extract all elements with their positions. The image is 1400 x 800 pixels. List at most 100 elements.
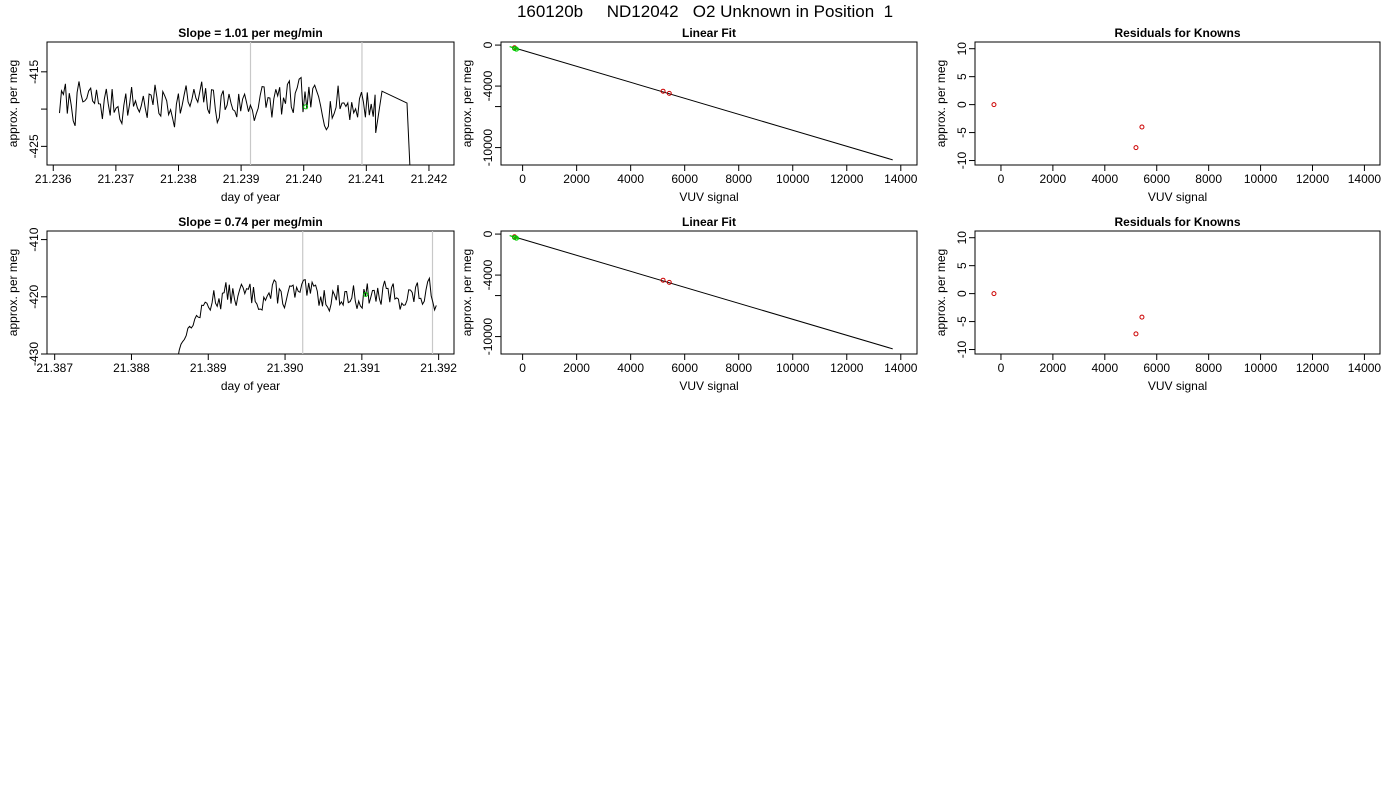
- x-tick-label: 2000: [563, 172, 590, 186]
- y-tick-label: 5: [955, 73, 969, 80]
- y-tick-label: -10000: [481, 129, 495, 167]
- y-tick-label: -415: [27, 59, 41, 83]
- y-tick-label: -410: [27, 227, 41, 251]
- known-point: [660, 277, 666, 283]
- known-point: [666, 279, 672, 285]
- x-tick-label: 21.392: [420, 361, 457, 375]
- x-axis: 21.236 21.237 21.238 21.239 21.240 21.241 21.2…: [35, 165, 448, 186]
- y-axis: -425 -415: [27, 59, 47, 158]
- x-tick-label: 21.388: [113, 361, 150, 375]
- panel-4: Slope = 0.74 per meg/min 21.387 21.388 21.3…: [6, 215, 457, 393]
- plot-title: Slope = 0.74 per meg/min: [178, 215, 322, 229]
- panel-5: Linear Fit 0 2000 4000 6000 8000 10000 12000 140…: [460, 215, 918, 393]
- y-tick-label: -10: [955, 152, 969, 170]
- x-axis-label: VUV signal: [679, 379, 738, 393]
- x-tick-label: 2000: [563, 361, 590, 375]
- y-tick-label: 0: [481, 230, 495, 237]
- x-tick-label: 10000: [776, 172, 810, 186]
- y-tick-label: 10: [955, 42, 969, 56]
- y-tick-label: 0: [955, 101, 969, 108]
- x-tick-label: 8000: [1195, 361, 1222, 375]
- x-tick-label: 8000: [725, 361, 752, 375]
- plot-area: [509, 234, 893, 350]
- plot-title: Linear Fit: [682, 215, 736, 229]
- y-tick-label: 0: [955, 290, 969, 297]
- y-tick-label: 5: [955, 262, 969, 269]
- panel-2: Linear Fit 0 2000 4000 6000 8000 10000 12000 140…: [460, 26, 918, 204]
- known-point: [1139, 314, 1145, 320]
- x-tick-label: 6000: [1143, 172, 1170, 186]
- x-tick-label: 21.391: [343, 361, 380, 375]
- x-tick-label: 4000: [617, 361, 644, 375]
- plot-title: Residuals for Knowns: [1114, 215, 1240, 229]
- x-tick-label: 4000: [1091, 172, 1118, 186]
- known-point: [666, 90, 672, 96]
- unknown-point: [363, 292, 369, 298]
- x-tick-label: 4000: [1091, 361, 1118, 375]
- x-tick-label: 8000: [725, 172, 752, 186]
- x-axis: 0 2000 4000 6000 8000 10000 12000 14000: [519, 165, 918, 186]
- x-tick-label: 10000: [1244, 172, 1278, 186]
- x-tick-label: 12000: [830, 172, 864, 186]
- x-tick-label: 2000: [1040, 172, 1067, 186]
- x-axis-label: VUV signal: [1148, 190, 1207, 204]
- y-tick-label: -4000: [481, 70, 495, 101]
- x-tick-label: 21.390: [267, 361, 304, 375]
- x-tick-label: 21.389: [190, 361, 227, 375]
- plot-area: [991, 102, 1145, 151]
- known-point: [1133, 331, 1139, 337]
- known-point: [660, 88, 666, 94]
- x-tick-label: 21.387: [36, 361, 73, 375]
- x-tick-label: 4000: [617, 172, 644, 186]
- y-axis-label: approx. per meg: [934, 60, 948, 147]
- x-tick-label: 0: [998, 172, 1005, 186]
- plot-area: [509, 45, 893, 161]
- x-tick-label: 21.240: [285, 172, 322, 186]
- plot-title: Linear Fit: [682, 26, 736, 40]
- y-tick-label: 0: [481, 41, 495, 48]
- known-point: [991, 102, 997, 108]
- x-tick-label: 0: [998, 361, 1005, 375]
- plot-frame: [500, 230, 918, 355]
- x-tick-label: 21.237: [98, 172, 135, 186]
- x-tick-label: 21.238: [160, 172, 197, 186]
- plot-frame: [974, 41, 1381, 166]
- x-axis: 0 2000 4000 6000 8000 10000 12000 14000: [519, 354, 918, 375]
- x-tick-label: 14000: [1348, 172, 1382, 186]
- x-tick-label: 0: [519, 361, 526, 375]
- y-axis-label: approx. per meg: [6, 60, 20, 147]
- y-axis: -10 -5 0 5 10: [955, 231, 975, 358]
- known-point: [1139, 124, 1145, 130]
- plot-frame: [46, 230, 455, 355]
- x-tick-label: 21.241: [348, 172, 385, 186]
- x-tick-label: 21.242: [411, 172, 448, 186]
- unknown-point: [513, 235, 519, 241]
- x-tick-label: 21.236: [35, 172, 72, 186]
- x-tick-label: 14000: [884, 172, 918, 186]
- fit-line: [511, 235, 893, 350]
- x-tick-label: 0: [519, 172, 526, 186]
- y-tick-label: -5: [955, 127, 969, 138]
- x-tick-label: 12000: [1296, 361, 1330, 375]
- y-tick-label: -10: [955, 341, 969, 359]
- plot-area: [991, 291, 1145, 337]
- x-tick-label: 21.239: [223, 172, 260, 186]
- x-tick-label: 2000: [1040, 361, 1067, 375]
- unknown-point: [303, 104, 309, 110]
- y-axis: -10000 -4000 0: [481, 41, 501, 166]
- y-axis: -10000 -4000 0: [481, 230, 501, 355]
- y-tick-label: -5: [955, 316, 969, 327]
- x-tick-label: 10000: [776, 361, 810, 375]
- y-axis: -430 -420 -410: [27, 227, 47, 366]
- x-tick-label: 8000: [1195, 172, 1222, 186]
- y-axis-label: approx. per meg: [934, 249, 948, 336]
- known-point: [1133, 145, 1139, 151]
- y-axis-label: approx. per meg: [6, 249, 20, 336]
- known-point: [991, 291, 997, 297]
- x-axis-label: day of year: [221, 379, 280, 393]
- x-tick-label: 10000: [1244, 361, 1278, 375]
- plot-frame: [500, 41, 918, 166]
